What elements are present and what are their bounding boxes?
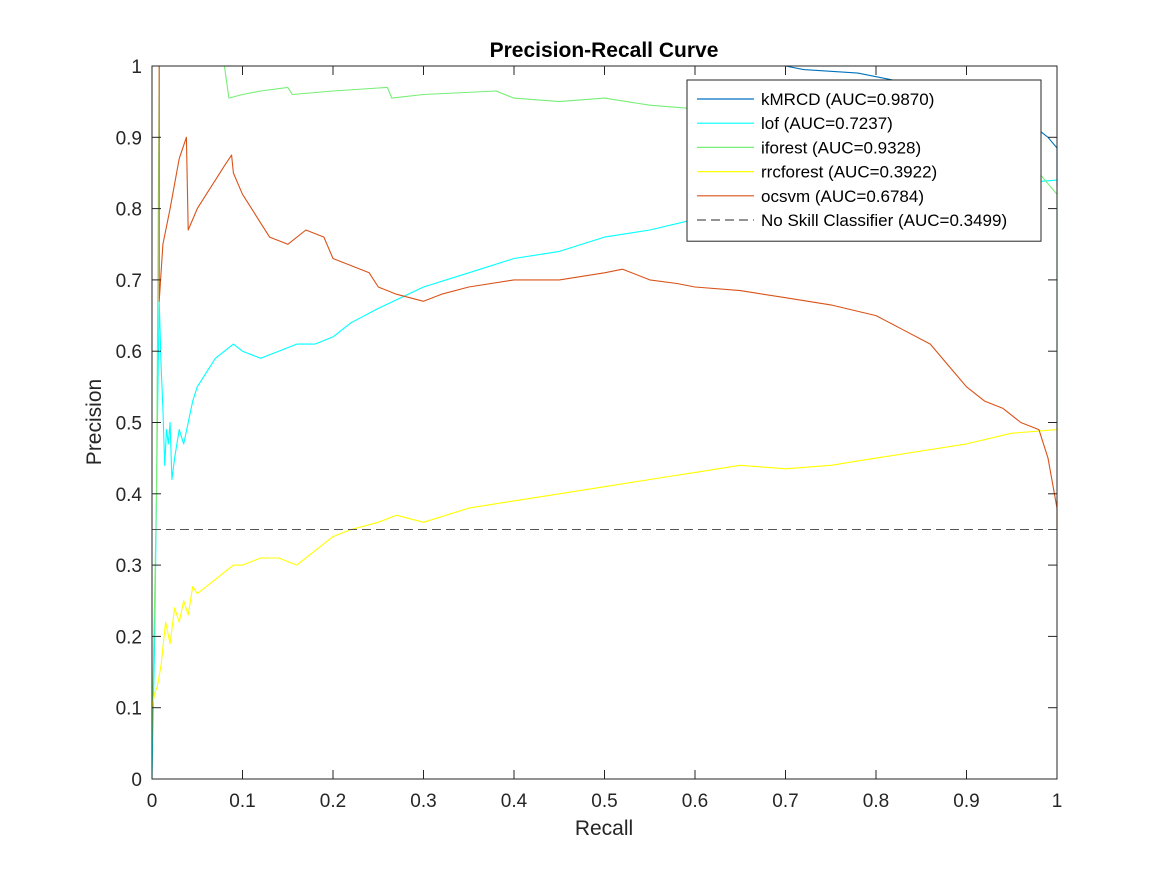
y-tick-label: 0.8 <box>116 200 142 221</box>
legend-label-2: iforest (AUC=0.9328) <box>761 138 921 157</box>
axes-layer: 0 0.1 0.2 0.3 0.4 0.5 0.6 0.7 0.8 0.9 1 0 0.1 0.2 0.3 0… <box>116 57 1063 812</box>
x-tick-label: 0.8 <box>863 791 889 812</box>
x-tick-label: 0.6 <box>682 791 708 812</box>
legend-label-1: lof (AUC=0.7237) <box>761 114 893 133</box>
x-tick-label: 0.5 <box>591 791 617 812</box>
y-tick-label: 0.7 <box>116 271 142 292</box>
y-tick-label: 0.5 <box>116 414 142 435</box>
series-line-3 <box>151 429 1058 708</box>
y-tick-label: 0.6 <box>116 342 142 363</box>
legend-box <box>686 79 1042 242</box>
chart-title: Precision-Recall Curve <box>490 39 719 62</box>
x-tick-label: 0.2 <box>320 791 346 812</box>
legend-label-4: ocsvm (AUC=0.6784) <box>761 187 924 206</box>
x-tick-label: 0.9 <box>953 791 979 812</box>
y-tick-label: 0.1 <box>116 699 142 720</box>
y-tick-label: 0.2 <box>116 627 142 648</box>
y-tick-label: 0.3 <box>116 556 142 577</box>
legend: kMRCD (AUC=0.9870) lof (AUC=0.7237) ifores… <box>686 79 1042 242</box>
y-tick-label: 1 <box>131 57 142 78</box>
y-axis-label: Precision <box>83 379 106 465</box>
series-line-4 <box>158 66 1058 530</box>
legend-label-5: No Skill Classifier (AUC=0.3499) <box>761 211 1007 230</box>
x-tick-label: 1 <box>1052 791 1063 812</box>
y-tick-label: 0.9 <box>116 128 142 149</box>
x-axis-label: Recall <box>575 817 633 840</box>
x-tick-label: 0.7 <box>772 791 798 812</box>
legend-label-0: kMRCD (AUC=0.9870) <box>761 90 934 109</box>
y-tick-label: 0.4 <box>116 485 143 506</box>
y-tick-label: 0 <box>131 770 142 791</box>
legend-label-3: rrcforest (AUC=0.3922) <box>761 163 937 182</box>
x-tick-label: 0.3 <box>410 791 436 812</box>
x-tick-label: 0.4 <box>501 791 528 812</box>
x-tick-label: 0.1 <box>229 791 255 812</box>
x-tick-label: 0 <box>147 791 158 812</box>
